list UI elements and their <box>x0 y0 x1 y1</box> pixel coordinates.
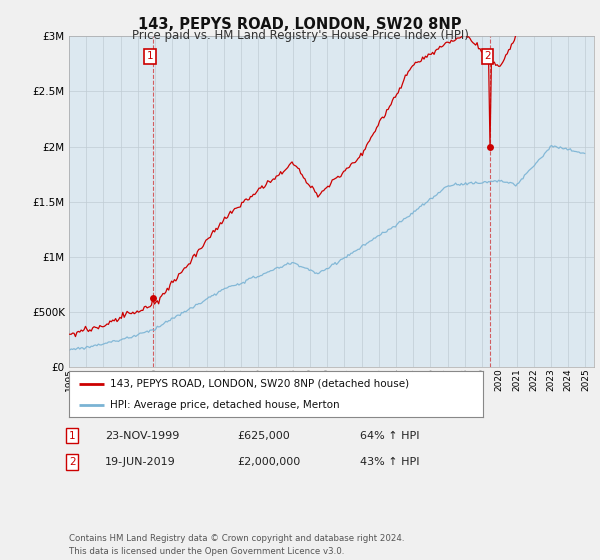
Text: 143, PEPYS ROAD, LONDON, SW20 8NP (detached house): 143, PEPYS ROAD, LONDON, SW20 8NP (detac… <box>110 379 410 389</box>
Text: 2: 2 <box>69 457 76 467</box>
Text: Contains HM Land Registry data © Crown copyright and database right 2024.
This d: Contains HM Land Registry data © Crown c… <box>69 534 404 556</box>
Text: 23-NOV-1999: 23-NOV-1999 <box>105 431 179 441</box>
Text: HPI: Average price, detached house, Merton: HPI: Average price, detached house, Mert… <box>110 400 340 410</box>
Text: 43% ↑ HPI: 43% ↑ HPI <box>360 457 419 467</box>
Text: 2: 2 <box>484 51 491 61</box>
Text: Price paid vs. HM Land Registry's House Price Index (HPI): Price paid vs. HM Land Registry's House … <box>131 29 469 42</box>
Text: 1: 1 <box>147 51 154 61</box>
Text: 143, PEPYS ROAD, LONDON, SW20 8NP: 143, PEPYS ROAD, LONDON, SW20 8NP <box>138 17 462 32</box>
Text: 19-JUN-2019: 19-JUN-2019 <box>105 457 176 467</box>
Text: 64% ↑ HPI: 64% ↑ HPI <box>360 431 419 441</box>
Text: £625,000: £625,000 <box>237 431 290 441</box>
Text: £2,000,000: £2,000,000 <box>237 457 300 467</box>
Text: 1: 1 <box>69 431 76 441</box>
